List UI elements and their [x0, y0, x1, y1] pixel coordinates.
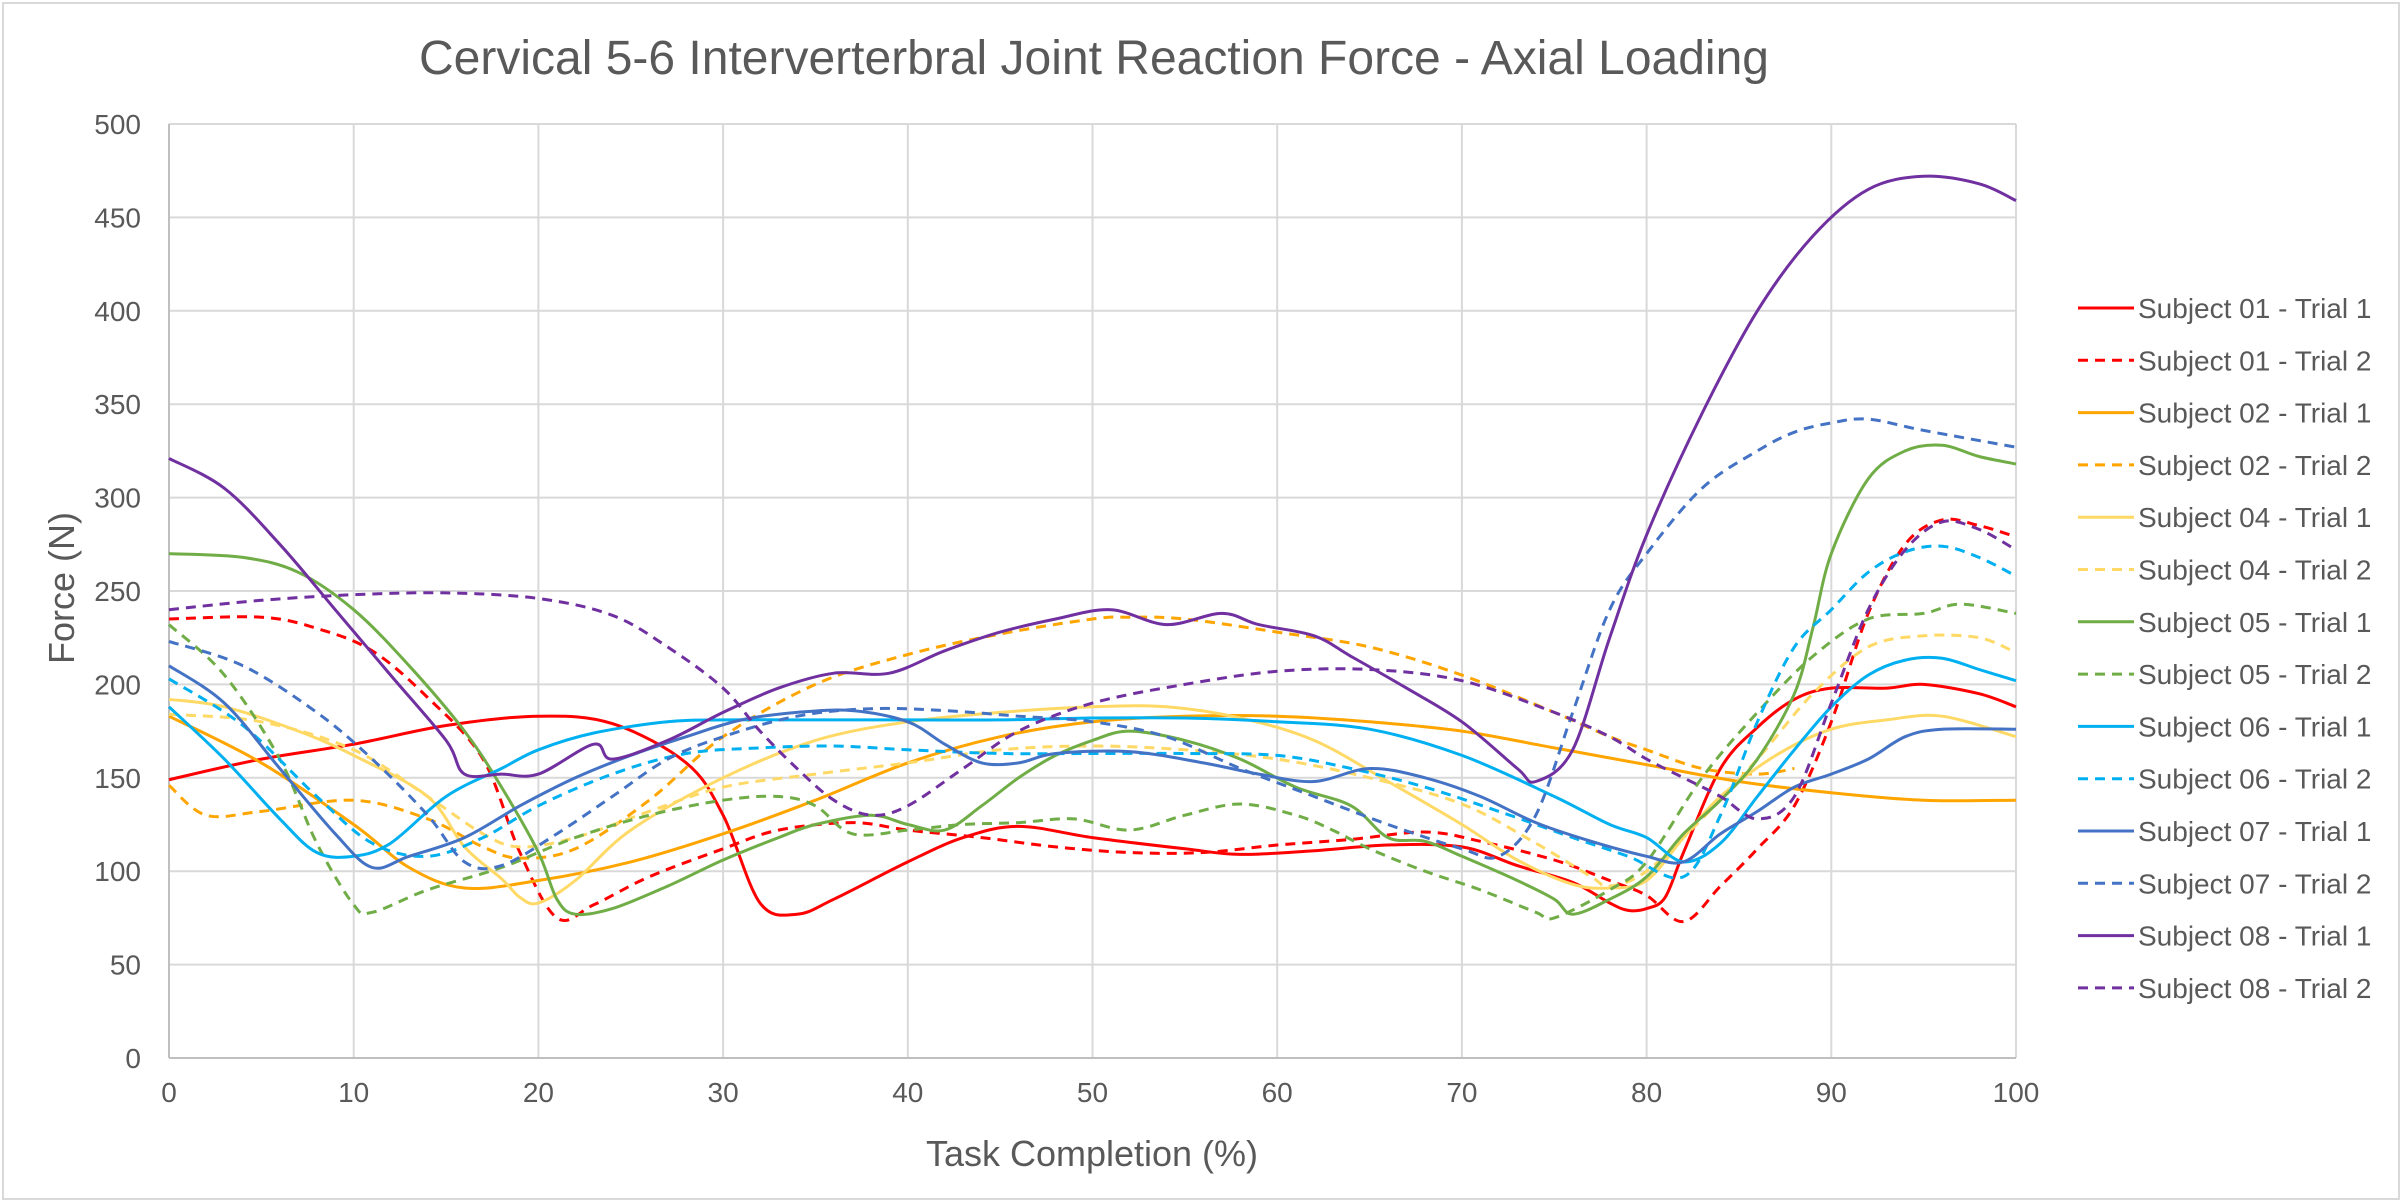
- series-line-subject-08-trial-2: [168, 519, 2017, 821]
- legend-label: Subject 05 - Trial 1: [2138, 607, 2371, 638]
- series-line-subject-02-trial-2: [167, 615, 1795, 860]
- x-tick-label: 30: [708, 1077, 739, 1108]
- legend-label: Subject 06 - Trial 2: [2138, 764, 2371, 795]
- series-line-subject-08-trial-1: [168, 174, 2017, 784]
- x-tick-label: 40: [892, 1077, 923, 1108]
- y-tick-label: 0: [125, 1043, 141, 1074]
- legend-label: Subject 01 - Trial 1: [2138, 293, 2371, 324]
- legend: Subject 01 - Trial 1 Subject 01 - Trial 2…: [2078, 293, 2371, 1004]
- legend-label: Subject 02 - Trial 2: [2138, 450, 2371, 481]
- axes: 0 50 100 150 200 250 300 350 400 450 500 0 10 20 30 40 5…: [94, 109, 2039, 1108]
- legend-label: Subject 07 - Trial 2: [2138, 868, 2371, 899]
- legend-label: Subject 04 - Trial 2: [2138, 555, 2371, 586]
- x-tick-label: 60: [1262, 1077, 1293, 1108]
- y-tick-label: 500: [94, 109, 141, 140]
- legend-label: Subject 08 - Trial 2: [2138, 973, 2371, 1004]
- series-line-subject-07-trial-1: [168, 664, 2017, 870]
- legend-label: Subject 04 - Trial 1: [2138, 502, 2371, 533]
- legend-label: Subject 07 - Trial 1: [2138, 816, 2371, 847]
- series-line-subject-05-trial-1: [168, 443, 2017, 917]
- x-tick-label: 10: [338, 1077, 369, 1108]
- series-line-subject-05-trial-2: [167, 602, 2017, 921]
- x-tick-label: 70: [1446, 1077, 1477, 1108]
- grid: [168, 123, 2017, 1059]
- series-line-subject-02-trial-1: [168, 713, 2017, 890]
- series-line-subject-04-trial-1: [168, 697, 2017, 906]
- x-axis-label: Task Completion (%): [926, 1133, 1258, 1174]
- y-tick-label: 150: [94, 763, 141, 794]
- series-line-subject-06-trial-2: [168, 544, 2017, 880]
- series-line-subject-01-trial-2: [168, 517, 2017, 924]
- x-tick-label: 90: [1816, 1077, 1847, 1108]
- y-axis-label: Force (N): [41, 512, 82, 664]
- x-tick-label: 0: [161, 1077, 177, 1108]
- y-tick-label: 50: [110, 950, 141, 981]
- y-tick-label: 450: [94, 202, 141, 233]
- y-tick-label: 250: [94, 576, 141, 607]
- legend-label: Subject 05 - Trial 2: [2138, 659, 2371, 690]
- y-tick-label: 200: [94, 669, 141, 700]
- y-tick-label: 100: [94, 856, 141, 887]
- legend-label: Subject 01 - Trial 2: [2138, 345, 2371, 376]
- series-line-subject-06-trial-1: [167, 655, 2017, 864]
- plot-area: [167, 174, 2017, 924]
- y-tick-label: 400: [94, 296, 141, 327]
- chart-svg: Cervical 5-6 Interverterbral Joint React…: [41, 32, 2371, 1174]
- x-tick-label: 20: [523, 1077, 554, 1108]
- legend-label: Subject 06 - Trial 1: [2138, 711, 2371, 742]
- y-tick-label: 300: [94, 483, 141, 514]
- series-line-subject-01-trial-1: [168, 682, 2017, 917]
- x-tick-label: 100: [1993, 1077, 2040, 1108]
- legend-label: Subject 02 - Trial 1: [2138, 398, 2371, 429]
- y-tick-label: 350: [94, 389, 141, 420]
- x-tick-label: 50: [1077, 1077, 1108, 1108]
- x-tick-label: 80: [1631, 1077, 1662, 1108]
- legend-label: Subject 08 - Trial 1: [2138, 921, 2371, 952]
- chart-title: Cervical 5-6 Interverterbral Joint React…: [419, 32, 1769, 85]
